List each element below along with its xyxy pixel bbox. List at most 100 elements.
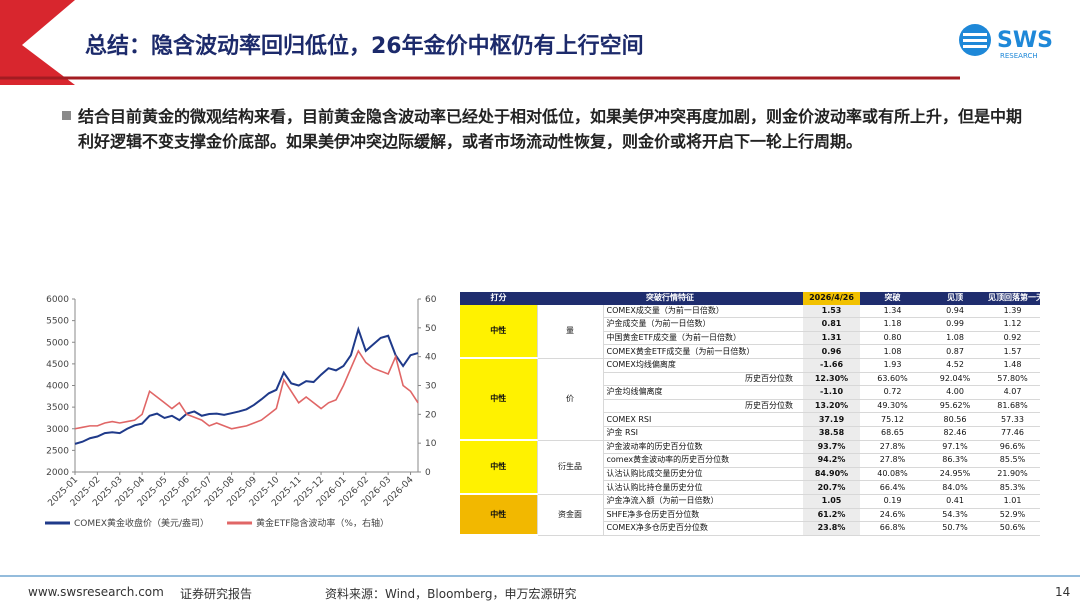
value-cell: 20.7%: [803, 480, 860, 495]
y-tick-label: 5500: [46, 317, 69, 327]
logo-sub: RESEARCH: [1000, 52, 1038, 60]
value-cell: 1.48: [985, 358, 1040, 373]
score-cell: 中性: [460, 358, 537, 442]
y2-tick-label: 0: [425, 468, 431, 478]
feature-cell: 沪金净流入额（为前一日倍数）: [603, 494, 803, 509]
logo-icon: [959, 24, 991, 56]
value-cell: 1.08: [860, 344, 925, 359]
feature-cell: COMEX RSI: [603, 412, 803, 427]
feature-cell: COMEX成交量（为前一日倍数）: [603, 304, 803, 319]
value-cell: 37.19: [803, 412, 860, 427]
value-cell: 1.08: [925, 331, 985, 346]
header-cell: 见顶: [925, 292, 985, 305]
y2-tick-label: 50: [425, 324, 437, 334]
table-row: SHFE净多仓历史百分位数 61.2% 24.6% 54.3% 52.9%: [460, 508, 1040, 523]
value-cell: 86.3%: [925, 453, 985, 468]
y2-tick-label: 30: [425, 382, 437, 392]
table-row: 中性量 COMEX成交量（为前一日倍数） 1.53 1.34 0.94 1.39: [460, 304, 1040, 360]
value-cell: 82.46: [925, 426, 985, 441]
value-cell: 0.87: [925, 344, 985, 359]
value-cell: 4.00: [925, 385, 985, 400]
header-cell: 打分: [460, 292, 537, 305]
value-cell: -1.10: [803, 385, 860, 400]
value-cell: 84.90%: [803, 467, 860, 482]
feature-cell: 沪金均线偏离度: [603, 385, 803, 400]
value-cell: 1.18: [860, 317, 925, 332]
value-cell: 13.20%: [803, 399, 860, 414]
logo-text: SWS: [997, 28, 1053, 53]
table-row: 中性 衍生品 沪金波动率的历史百分位数 93.7% 27.8% 97.1% 96.6%: [460, 440, 1040, 496]
score-cell: 中性: [460, 304, 537, 360]
header-cell: 2026/4/26: [803, 292, 860, 305]
feature-cell: 历史百分位数: [603, 372, 803, 387]
page-number: 14: [1055, 585, 1071, 599]
value-cell: 92.04%: [925, 372, 985, 387]
table: 打分 突破行情特征 2026/4/26 突破 见顶 见顶回落第一天 中性量 COMEX成交量…: [460, 292, 1040, 537]
value-cell: 80.56: [925, 412, 985, 427]
feature-cell: COMEX均线偏离度: [603, 358, 803, 373]
feature-cell: 沪金 RSI: [603, 426, 803, 441]
value-cell: 21.90%: [985, 467, 1040, 482]
value-cell: 0.80: [860, 331, 925, 346]
header-cell: 见顶回落第一天: [985, 292, 1040, 305]
value-cell: 1.57: [985, 344, 1040, 359]
table-row: 认沽认购比成交量历史分位 84.90% 40.08% 24.95% 21.90%: [460, 467, 1040, 482]
y-tick-label: 4000: [46, 382, 69, 392]
value-cell: 52.9%: [985, 508, 1040, 523]
value-cell: 97.1%: [925, 440, 985, 455]
score-cell: 中性: [460, 494, 537, 537]
value-cell: 68.65: [860, 426, 925, 441]
value-cell: 0.96: [803, 344, 860, 359]
value-cell: 49.30%: [860, 399, 925, 414]
value-cell: 85.3%: [985, 480, 1040, 495]
value-cell: 0.72: [860, 385, 925, 400]
value-cell: 50.7%: [925, 521, 985, 536]
value-cell: 0.99: [925, 317, 985, 332]
y2-tick-label: 40: [425, 353, 437, 363]
table-row: 中国黄金ETF成交量（为前一日倍数） 1.31 0.80 1.08 0.92: [460, 331, 1040, 346]
table-row: 中性价 COMEX均线偏离度 -1.66 1.93 4.52 1.48: [460, 358, 1040, 442]
feature-cell: COMEX净多仓历史百分位数: [603, 521, 803, 536]
feature-cell: comex黄金波动率的历史百分位数: [603, 453, 803, 468]
table-row: 历史百分位数 13.20% 49.30% 95.62% 81.68%: [460, 399, 1040, 414]
value-cell: 0.19: [860, 494, 925, 509]
header-decor: SWS RESEARCH: [0, 0, 1053, 85]
feature-cell: SHFE净多仓历史百分位数: [603, 508, 803, 523]
series-line: [74, 325, 419, 445]
y-tick-label: 6000: [46, 295, 69, 305]
value-cell: 81.68%: [985, 399, 1040, 414]
value-cell: 4.07: [985, 385, 1040, 400]
value-cell: 0.41: [925, 494, 985, 509]
table-row: COMEX RSI 37.19 75.12 80.56 57.33: [460, 412, 1040, 427]
y2-tick-label: 60: [425, 295, 437, 305]
category-cell: 量: [536, 304, 604, 359]
value-cell: 27.8%: [860, 440, 925, 455]
value-cell: 84.0%: [925, 480, 985, 495]
footer-report: 证券研究报告: [180, 587, 253, 601]
value-cell: 77.46: [985, 426, 1040, 441]
value-cell: 1.31: [803, 331, 860, 346]
slide-title: 总结：隐含波动率回归低位，26年金价中枢仍有上行空间: [85, 34, 644, 59]
score-cell: 中性: [460, 440, 537, 496]
value-cell: 27.8%: [860, 453, 925, 468]
feature-cell: 沪金成交量（为前一日倍数）: [603, 317, 803, 332]
table-row: comex黄金波动率的历史百分位数 94.2% 27.8% 86.3% 85.5%: [460, 453, 1040, 468]
value-cell: 95.62%: [925, 399, 985, 414]
value-cell: 85.5%: [985, 453, 1040, 468]
value-cell: 1.39: [985, 304, 1040, 319]
bullet: [62, 111, 71, 120]
footer-source: 资料来源：Wind，Bloomberg，申万宏源研究: [325, 587, 577, 601]
y2-tick-label: 10: [425, 439, 437, 449]
value-cell: 61.2%: [803, 508, 860, 523]
table-row: 沪金成交量（为前一日倍数） 0.81 1.18 0.99 1.12: [460, 317, 1040, 332]
y-tick-label: 5000: [46, 338, 69, 348]
table-row: 认沽认购比持仓量历史分位 20.7% 66.4% 84.0% 85.3%: [460, 480, 1040, 495]
table-row: 历史百分位数 12.30% 63.60% 92.04% 57.80%: [460, 372, 1040, 387]
value-cell: 66.8%: [860, 521, 925, 536]
y-tick-label: 2000: [46, 468, 69, 478]
table-header: 打分 突破行情特征 2026/4/26 突破 见顶 见顶回落第一天: [460, 292, 1040, 305]
y-tick-label: 4500: [46, 360, 69, 370]
value-cell: 1.12: [985, 317, 1040, 332]
feature-cell: 历史百分位数: [603, 399, 803, 414]
value-cell: 93.7%: [803, 440, 860, 455]
